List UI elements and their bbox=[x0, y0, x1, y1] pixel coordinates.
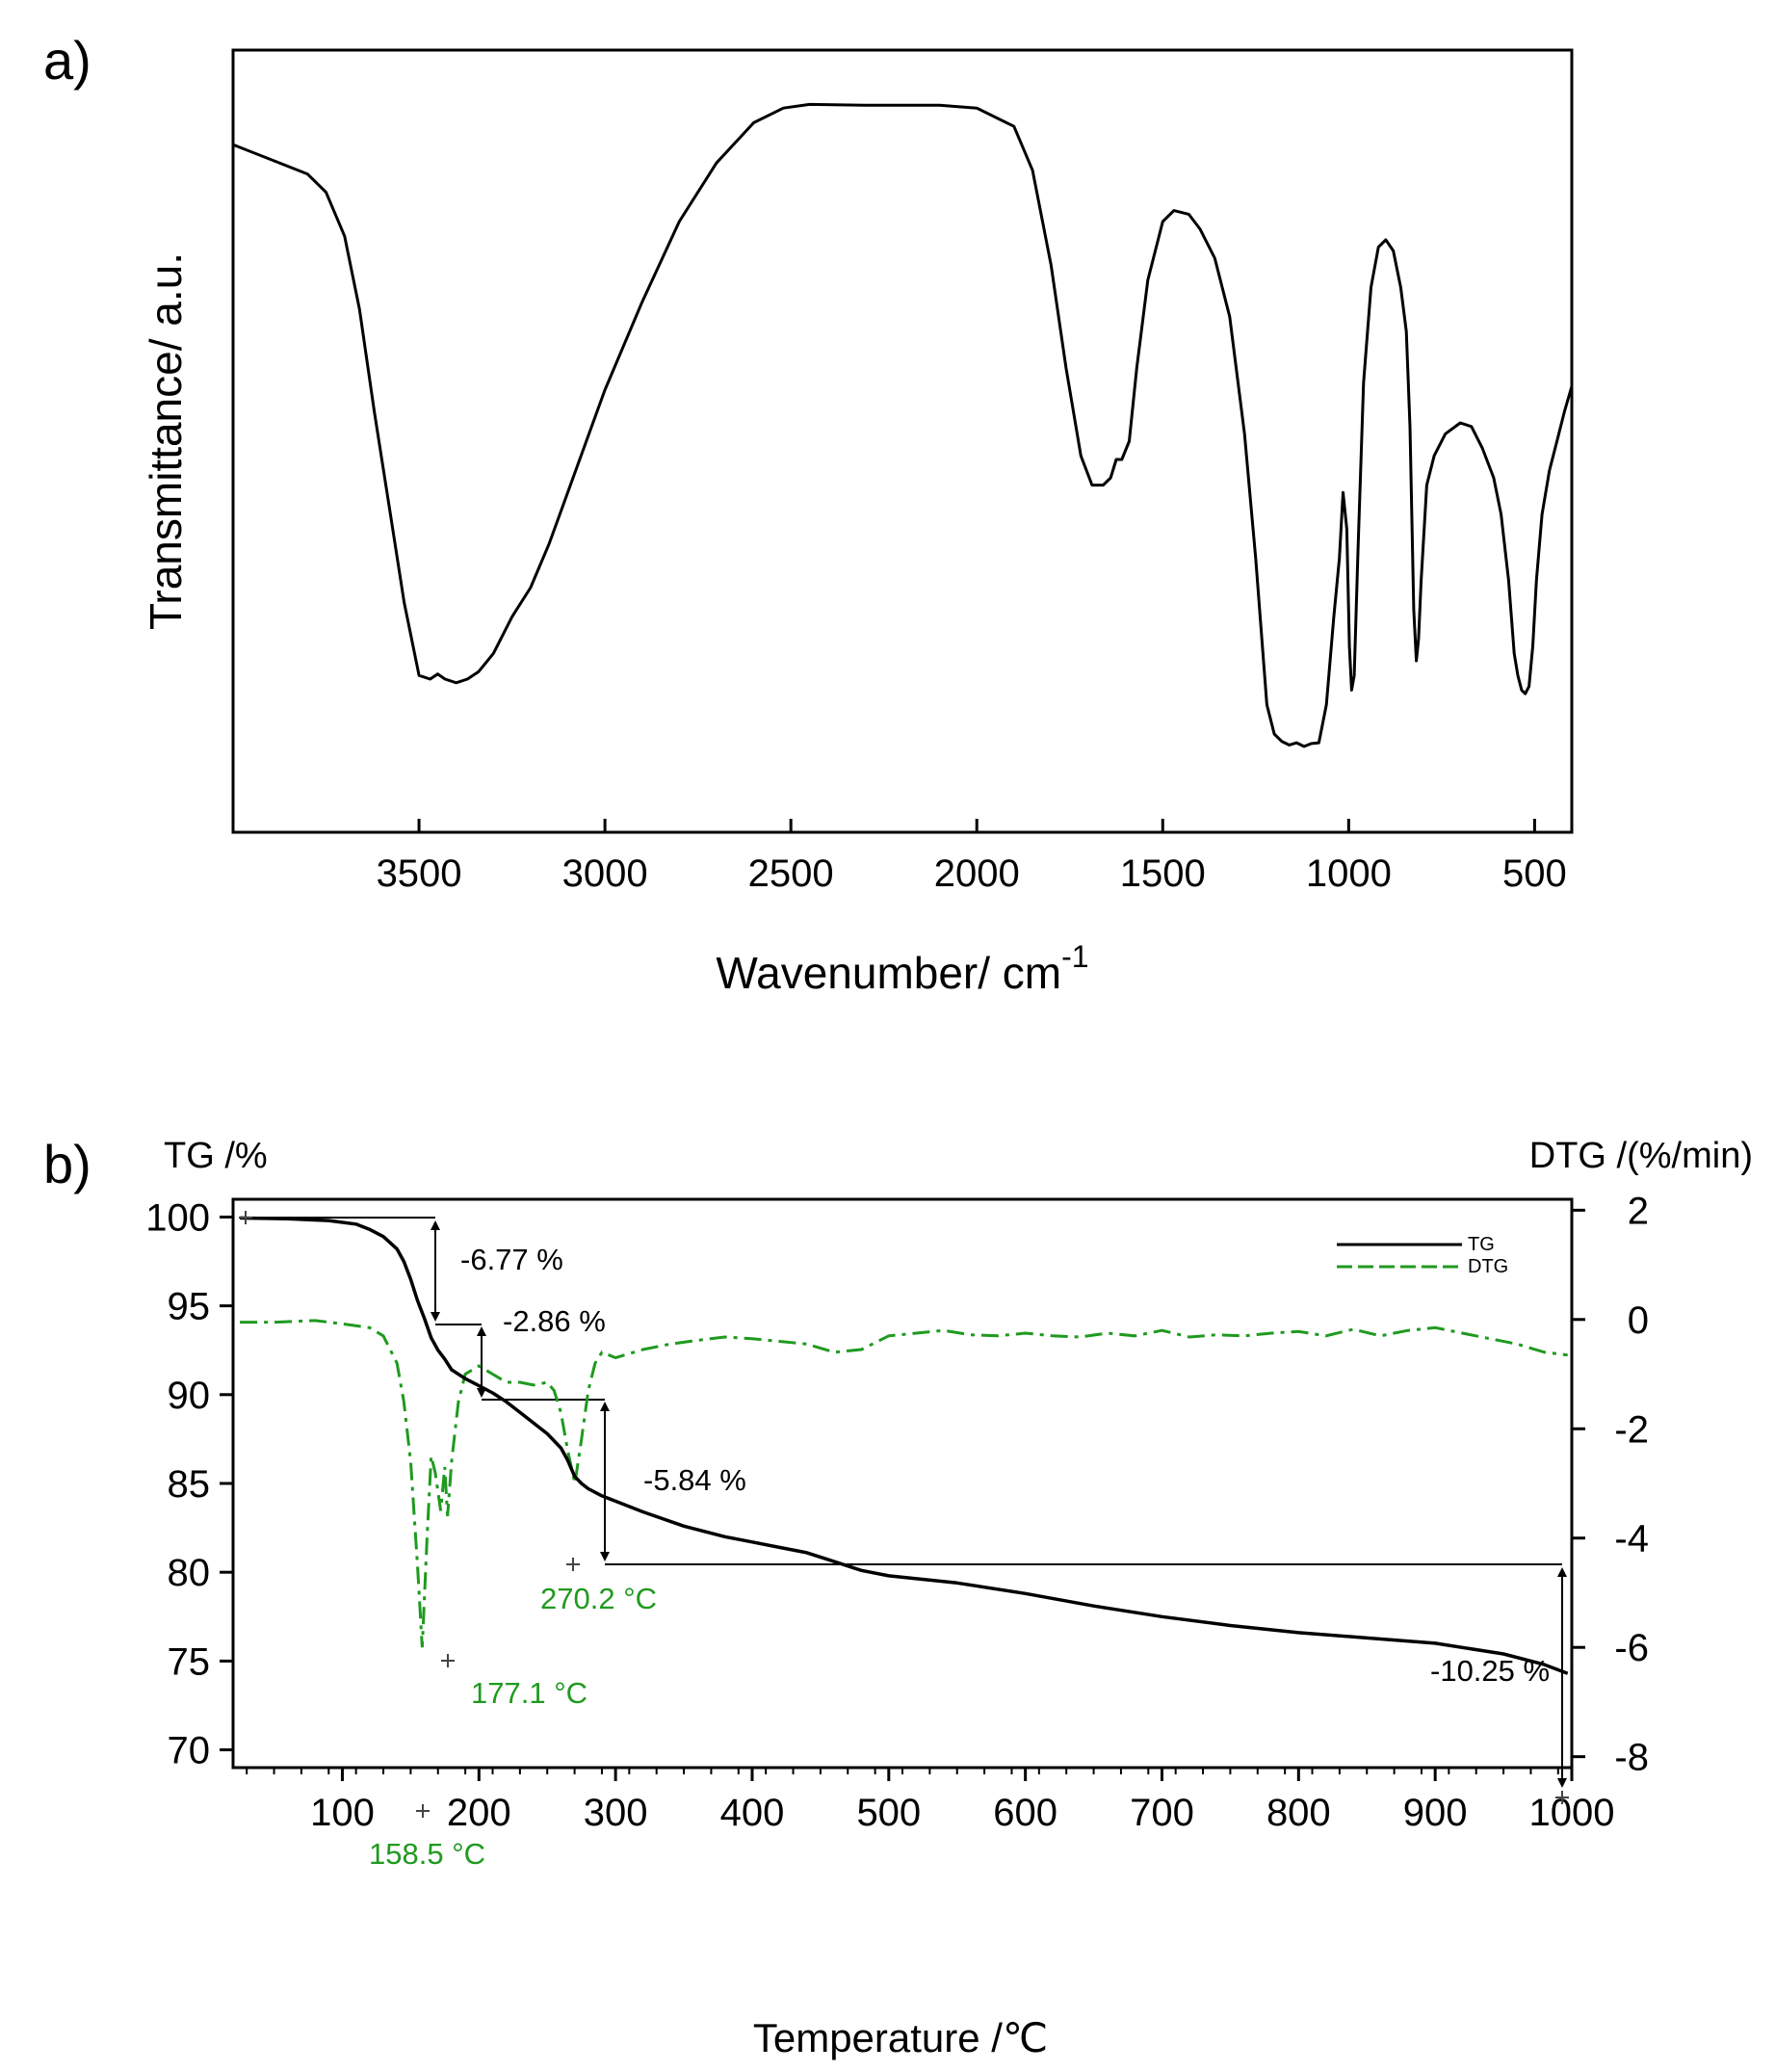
panel-a-x-tick-label: 3000 bbox=[562, 852, 648, 895]
marker-tg-start bbox=[239, 1211, 252, 1224]
peak-label-270: 270.2 °C bbox=[540, 1582, 657, 1615]
panel-b-left-y-ticks: 100 95 90 85 80 75 70 bbox=[145, 1196, 233, 1772]
panel-a-x-tick-label: 1000 bbox=[1306, 852, 1392, 895]
peak-markers bbox=[239, 1211, 1569, 1818]
panel-b-left-tick-label: 90 bbox=[168, 1375, 211, 1417]
marker-peak-177 bbox=[441, 1654, 455, 1667]
panel-b-x-tick-label: 700 bbox=[1130, 1792, 1194, 1834]
panel-b-x-tick-label: 600 bbox=[993, 1792, 1057, 1834]
panel-b-right-tick-label: 2 bbox=[1628, 1190, 1649, 1232]
panel-b-right-tick-label: -2 bbox=[1614, 1408, 1649, 1451]
panel-a-plot-frame bbox=[231, 48, 1574, 834]
panel-b-x-tick-label: 500 bbox=[856, 1792, 921, 1834]
panel-b-x-tick-label: 1000 bbox=[1529, 1792, 1615, 1834]
panel-b-x-tick-label: 100 bbox=[310, 1792, 375, 1834]
panel-b-right-tick-label: -6 bbox=[1614, 1627, 1649, 1669]
panel-b-left-tick-label: 100 bbox=[145, 1196, 210, 1239]
panel-b-x-tick-label: 800 bbox=[1266, 1792, 1331, 1834]
panel-b-x-axis-title: Temperature /℃ bbox=[753, 2015, 1048, 2060]
mass-loss-label-1: -6.77 % bbox=[460, 1243, 563, 1276]
panel-a-x-axis-title-superscript: -1 bbox=[1061, 939, 1088, 974]
peak-label-177: 177.1 °C bbox=[471, 1676, 587, 1710]
panel-b-left-tick-label: 80 bbox=[168, 1552, 211, 1594]
panel-a-x-tick-label: 2000 bbox=[934, 852, 1020, 895]
mass-loss-construction-lines bbox=[246, 1217, 1562, 1565]
legend-tg-label: TG bbox=[1468, 1234, 1495, 1255]
panel-a-x-tick-label: 2500 bbox=[748, 852, 834, 895]
panel-b-plot-frame bbox=[231, 1197, 1574, 1770]
panel-a-y-axis-title: Transmittance/ a.u. bbox=[141, 252, 191, 630]
panel-b-right-tick-label: -8 bbox=[1614, 1737, 1649, 1779]
ftir-spectrum-line bbox=[232, 102, 1574, 748]
panel-b-left-tick-label: 75 bbox=[168, 1640, 211, 1683]
panel-a-x-ticks: 3500 3000 2500 2000 1500 1000 500 bbox=[377, 819, 1567, 895]
panel-b-right-y-ticks: 2 0 -2 -4 -6 -8 bbox=[1572, 1190, 1649, 1779]
panel-b-left-tick-label: 70 bbox=[168, 1730, 211, 1772]
panel-b-left-axis-title: TG /% bbox=[164, 1136, 268, 1176]
panel-b-right-tick-label: -4 bbox=[1614, 1518, 1649, 1561]
panel-b-x-ticks: 100 200 300 400 500 600 700 800 900 1000 bbox=[246, 1768, 1615, 1834]
marker-peak-158 bbox=[416, 1804, 430, 1818]
panel-b-right-tick-label: 0 bbox=[1628, 1299, 1649, 1342]
panel-a-x-axis-title-main: Wavenumber/ cm bbox=[716, 948, 1061, 998]
tg-curve bbox=[240, 1216, 1569, 1675]
panel-b-right-axis-title: DTG /(%/min) bbox=[1529, 1136, 1753, 1176]
panel-a-x-tick-label: 3500 bbox=[377, 852, 462, 895]
mass-loss-label-3: -5.84 % bbox=[643, 1463, 746, 1497]
panel-a-x-tick-label: 1500 bbox=[1120, 852, 1206, 895]
panel-b-x-tick-label: 200 bbox=[447, 1792, 511, 1834]
panel-b-x-tick-label: 900 bbox=[1403, 1792, 1468, 1834]
panel-b-label: b) bbox=[43, 1134, 91, 1194]
panel-a-label: a) bbox=[43, 30, 91, 91]
legend-dtg-label: DTG bbox=[1468, 1256, 1508, 1277]
legend: TG DTG bbox=[1337, 1234, 1508, 1277]
panel-a-x-tick-label: 500 bbox=[1502, 852, 1567, 895]
mass-loss-arrows bbox=[431, 1220, 1567, 1788]
panel-a-x-axis-title: Wavenumber/ cm-1 bbox=[716, 939, 1088, 998]
panel-b-left-tick-label: 95 bbox=[168, 1286, 211, 1328]
dtg-curve bbox=[240, 1319, 1568, 1648]
marker-peak-270 bbox=[566, 1558, 580, 1571]
mass-loss-label-2: -2.86 % bbox=[503, 1304, 606, 1338]
mass-loss-label-4: -10.25 % bbox=[1430, 1654, 1550, 1688]
panel-b-x-tick-label: 300 bbox=[584, 1792, 648, 1834]
panel-b-left-tick-label: 85 bbox=[168, 1463, 211, 1506]
panel-a: a) 3500 3000 2500 2000 1500 1000 500 Transmitt… bbox=[43, 30, 1574, 998]
peak-label-158: 158.5 °C bbox=[369, 1837, 485, 1871]
marker-tg-end bbox=[1555, 1791, 1569, 1804]
panel-b-x-tick-label: 400 bbox=[720, 1792, 785, 1834]
